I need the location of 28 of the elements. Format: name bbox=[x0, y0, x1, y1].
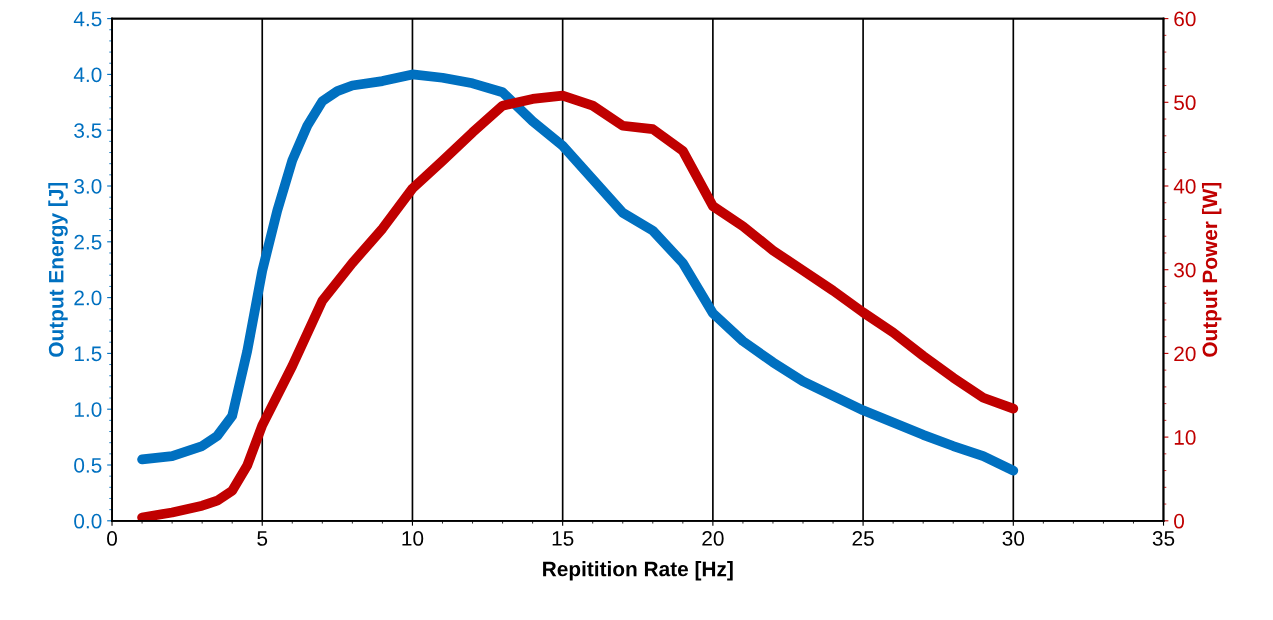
y2-tick-label: 10 bbox=[1174, 430, 1196, 445]
y2-tick-label: 40 bbox=[1173, 179, 1196, 194]
x-tick-label: 20 bbox=[702, 531, 724, 546]
y-tick-label: 1.5 bbox=[74, 346, 102, 362]
x-tick-label: 35 bbox=[1152, 531, 1175, 546]
x-tick-label: 5 bbox=[257, 531, 268, 546]
y2-tick-label: 20 bbox=[1174, 346, 1196, 362]
y-tick-label: 3.0 bbox=[74, 179, 102, 194]
y-tick-label: 2.5 bbox=[74, 234, 102, 250]
y-tick-label: 1.0 bbox=[74, 402, 102, 417]
x-tick-label: 15 bbox=[552, 531, 574, 546]
y-axis-title: Output Energy [J] bbox=[48, 182, 68, 357]
y2-tick-label: 50 bbox=[1174, 95, 1196, 111]
x-axis-title: Repitition Rate [Hz] bbox=[543, 561, 733, 581]
y-tick-label: 2.0 bbox=[74, 290, 102, 306]
y2-axis-title: Output Power [W] bbox=[1201, 182, 1222, 357]
y-tick-label: 4.5 bbox=[73, 11, 102, 27]
x-tick-label: 30 bbox=[1002, 531, 1025, 546]
y-tick-label: 0.0 bbox=[74, 513, 102, 529]
x-tick-label: 0 bbox=[107, 531, 117, 546]
y2-tick-label: 30 bbox=[1174, 262, 1196, 278]
y-tick-label: 3.5 bbox=[74, 123, 102, 138]
y-tick-label: 0.5 bbox=[74, 458, 102, 473]
y-tick-label: 4.0 bbox=[73, 67, 102, 83]
y2-tick-label: 60 bbox=[1174, 11, 1196, 27]
x-tick-label: 10 bbox=[402, 531, 424, 546]
y2-tick-label: 0 bbox=[1174, 513, 1185, 529]
x-tick-label: 25 bbox=[852, 531, 874, 546]
